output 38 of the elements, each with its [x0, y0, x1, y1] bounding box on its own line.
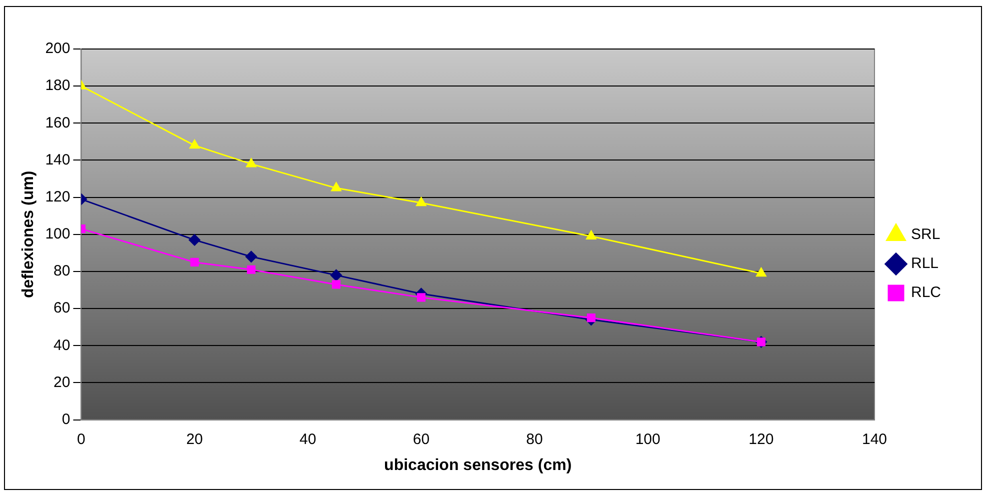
y-tick-label: 160 [45, 114, 70, 132]
y-tick-label: 0 [62, 410, 70, 428]
point [330, 269, 342, 281]
x-tick-label: 20 [186, 430, 203, 448]
legend-label: RLC [910, 284, 942, 302]
point [332, 280, 340, 289]
point [245, 250, 257, 262]
point [416, 293, 426, 302]
y-tick-label: 80 [54, 262, 70, 280]
legend-label: SRL [910, 226, 940, 244]
y-tick-label: 100 [45, 226, 70, 243]
point [756, 268, 766, 277]
y-tick-label: 180 [45, 77, 70, 94]
x-tick-label: 100 [635, 430, 660, 448]
point [190, 258, 199, 266]
x-tick-label: 80 [526, 430, 543, 448]
x-tick-label: 40 [300, 430, 316, 448]
y-tick-label: 140 [45, 151, 70, 168]
x-tick-label: 120 [748, 430, 774, 448]
x-tick-label: 60 [412, 430, 430, 448]
y-tick-label: 40 [54, 336, 70, 354]
y-axis-title: deflexiones (um) [20, 170, 38, 298]
point [331, 182, 342, 192]
x-tick-label: 0 [77, 430, 86, 448]
point [416, 197, 426, 206]
y-tick-label: 20 [54, 374, 70, 391]
x-tick-label: 140 [862, 430, 888, 448]
legend-label: RLL [910, 255, 939, 272]
x-axis-title: ubicacion sensores (cm) [384, 456, 572, 474]
y-tick-label: 60 [54, 300, 70, 317]
point [586, 230, 596, 240]
point [586, 314, 596, 322]
y-tick-label: 200 [45, 40, 70, 58]
point [188, 234, 200, 246]
y-tick-label: 120 [45, 188, 70, 206]
point [246, 265, 256, 274]
point [189, 140, 200, 149]
point [246, 158, 256, 168]
